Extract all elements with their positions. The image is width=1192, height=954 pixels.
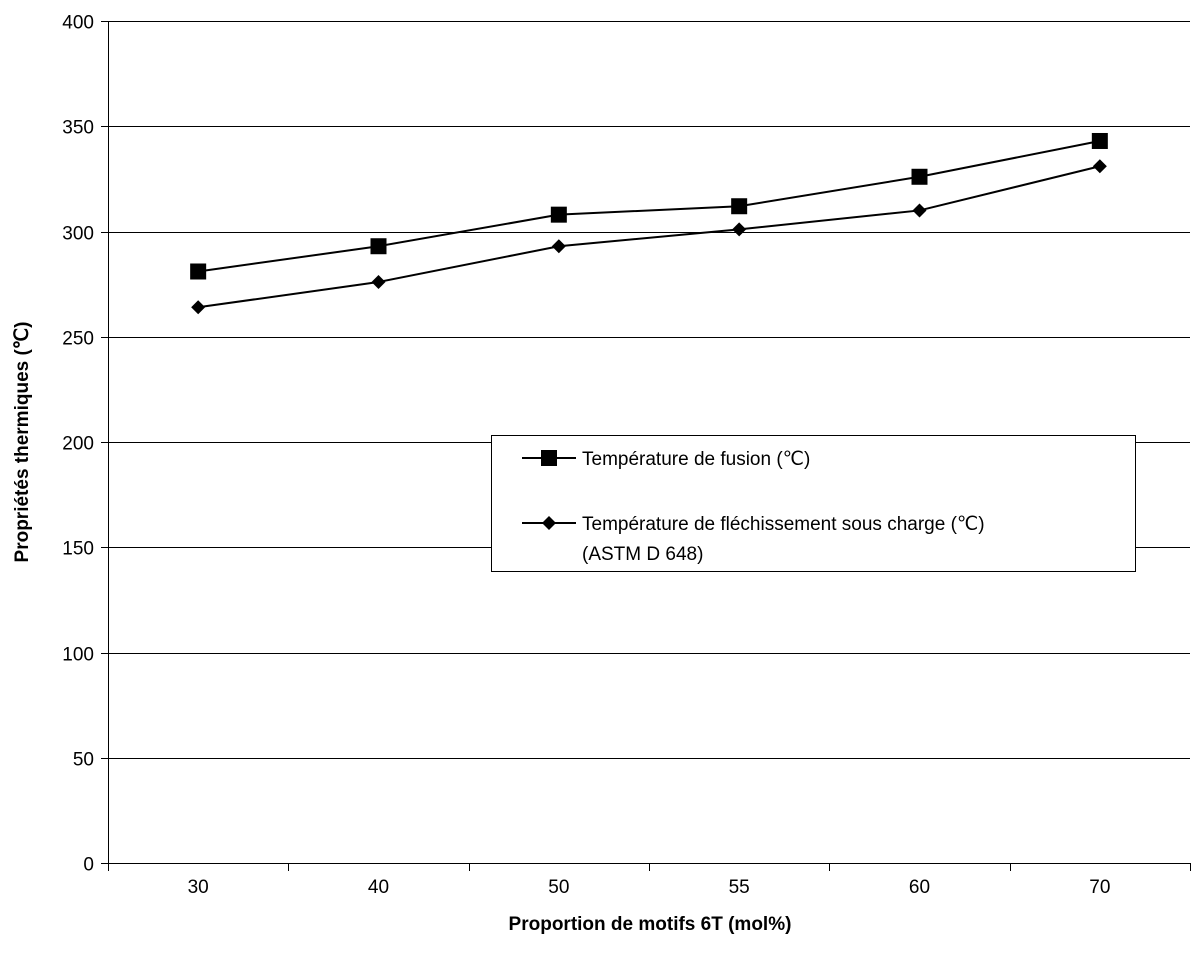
y-tick-label: 0 (83, 855, 94, 876)
diamond-marker (1092, 159, 1107, 174)
x-tick-label: 70 (1089, 877, 1110, 898)
gridlines (108, 21, 1190, 759)
x-axis-title: Proportion de motifs 6T (mol%) (509, 914, 792, 935)
y-tick-label: 400 (62, 13, 94, 34)
y-tick-label: 250 (62, 329, 94, 350)
diamond-marker (191, 300, 206, 315)
legend-entry-1: Température de fusion (℃) (522, 449, 810, 470)
square-marker (1091, 132, 1108, 149)
y-axis-title: Propriétés thermiques (℃) (12, 322, 33, 563)
legend: Température de fusion (℃) Température de … (491, 435, 1136, 572)
x-tick-label: 55 (729, 877, 750, 898)
square-marker (190, 263, 207, 280)
series (190, 132, 1108, 315)
square-marker (911, 168, 928, 185)
square-marker (731, 198, 748, 215)
y-tick-label: 150 (62, 539, 94, 560)
diamond-marker (371, 275, 386, 290)
x-tick-label: 60 (909, 877, 930, 898)
diamond-marker (732, 222, 747, 237)
diamond-marker (551, 239, 566, 254)
y-tick-label: 300 (62, 224, 94, 245)
x-tick-label: 50 (548, 877, 569, 898)
series-line (198, 165, 1101, 309)
x-tick-label: 30 (188, 877, 209, 898)
diamond-marker-icon (542, 516, 556, 530)
square-marker-icon (541, 450, 557, 466)
y-tick-label: 100 (62, 645, 94, 666)
square-marker (370, 238, 387, 255)
legend-label: Température de fléchissement sous charge… (582, 514, 985, 535)
square-marker (550, 206, 567, 223)
legend-label: Température de fusion (℃) (582, 449, 810, 470)
series-line (198, 140, 1101, 273)
series-1 (190, 132, 1108, 280)
y-tick-label: 200 (62, 434, 94, 455)
legend-label-line2: (ASTM D 648) (582, 544, 703, 565)
y-tick-label: 350 (62, 118, 94, 139)
y-tick-label: 50 (73, 750, 94, 771)
legend-entry-2: Température de fléchissement sous charge… (522, 514, 985, 565)
legend-box (491, 435, 1136, 572)
series-2 (191, 159, 1107, 315)
x-tick-label: 40 (368, 877, 389, 898)
diamond-marker (912, 203, 927, 218)
axes: 0 50 100 150 200 250 300 350 400 30 40 50 55 60 70 (62, 13, 1191, 898)
